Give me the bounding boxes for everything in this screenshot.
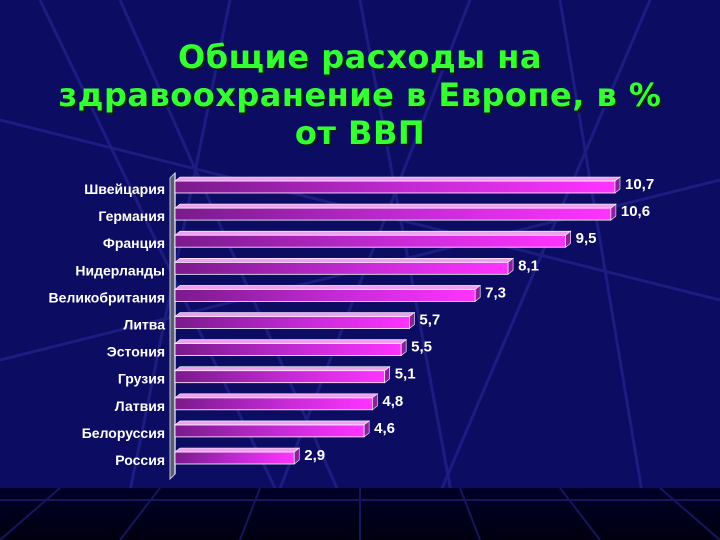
bar-side: [363, 420, 370, 438]
bar-side: [614, 176, 621, 194]
value-label: 4,8: [382, 393, 403, 410]
bar-side: [384, 366, 391, 384]
page-title: Общие расходы на здравоохранение в Европ…: [0, 38, 720, 152]
title-line-2: здравоохранение в Европе, в %: [58, 76, 662, 114]
value-label: 7,3: [485, 284, 506, 301]
bar: [174, 397, 373, 411]
bar-top: [174, 257, 514, 263]
bar-top: [174, 447, 301, 453]
value-label: 5,7: [419, 312, 440, 329]
category-label: Грузия: [118, 371, 165, 387]
bar-top: [174, 366, 391, 372]
category-label: Германия: [98, 208, 165, 224]
bar: [174, 424, 365, 438]
category-label: Россия: [115, 452, 165, 468]
bar-top: [174, 285, 482, 290]
category-label: Нидерланды: [75, 262, 165, 278]
value-label: 4,6: [374, 420, 395, 437]
category-label: Швейцария: [84, 181, 165, 197]
bar-top: [174, 176, 621, 182]
bar: [174, 316, 410, 329]
bar: [174, 180, 616, 194]
category-label: Эстония: [107, 344, 165, 360]
bar-side: [293, 447, 300, 465]
bar-side: [409, 311, 415, 330]
bar: [174, 207, 612, 221]
bar-side: [565, 230, 571, 248]
bar-side: [474, 284, 481, 303]
value-label: 8,1: [518, 257, 539, 274]
bar: [174, 343, 402, 357]
bar-top: [174, 312, 416, 317]
bar-top: [174, 203, 617, 209]
value-label: 5,5: [411, 339, 432, 356]
bar: [174, 234, 567, 248]
bar: [174, 261, 509, 275]
bar: [174, 370, 386, 384]
bar-top: [174, 230, 572, 236]
bar: [174, 451, 295, 465]
bar-side: [507, 257, 514, 275]
bar-top: [174, 339, 408, 344]
value-label: 2,9: [304, 447, 325, 464]
bar-side: [372, 393, 378, 411]
bar-top: [174, 420, 371, 426]
value-label: 5,1: [395, 366, 416, 383]
category-label: Латвия: [115, 398, 165, 414]
bar: [174, 288, 476, 302]
category-label: Франция: [103, 235, 165, 251]
category-label: Белоруссия: [82, 425, 165, 441]
bar-side: [400, 338, 407, 357]
value-label: 10,6: [621, 203, 650, 220]
title-line-1: Общие расходы на: [178, 38, 542, 76]
bar-side: [610, 203, 617, 221]
value-label: 9,5: [576, 230, 597, 247]
bar-top: [174, 393, 379, 399]
category-label: Великобритания: [49, 289, 165, 305]
category-label: Литва: [124, 317, 166, 333]
value-label: 10,7: [625, 176, 654, 193]
title-line-3: от ВВП: [294, 114, 426, 152]
